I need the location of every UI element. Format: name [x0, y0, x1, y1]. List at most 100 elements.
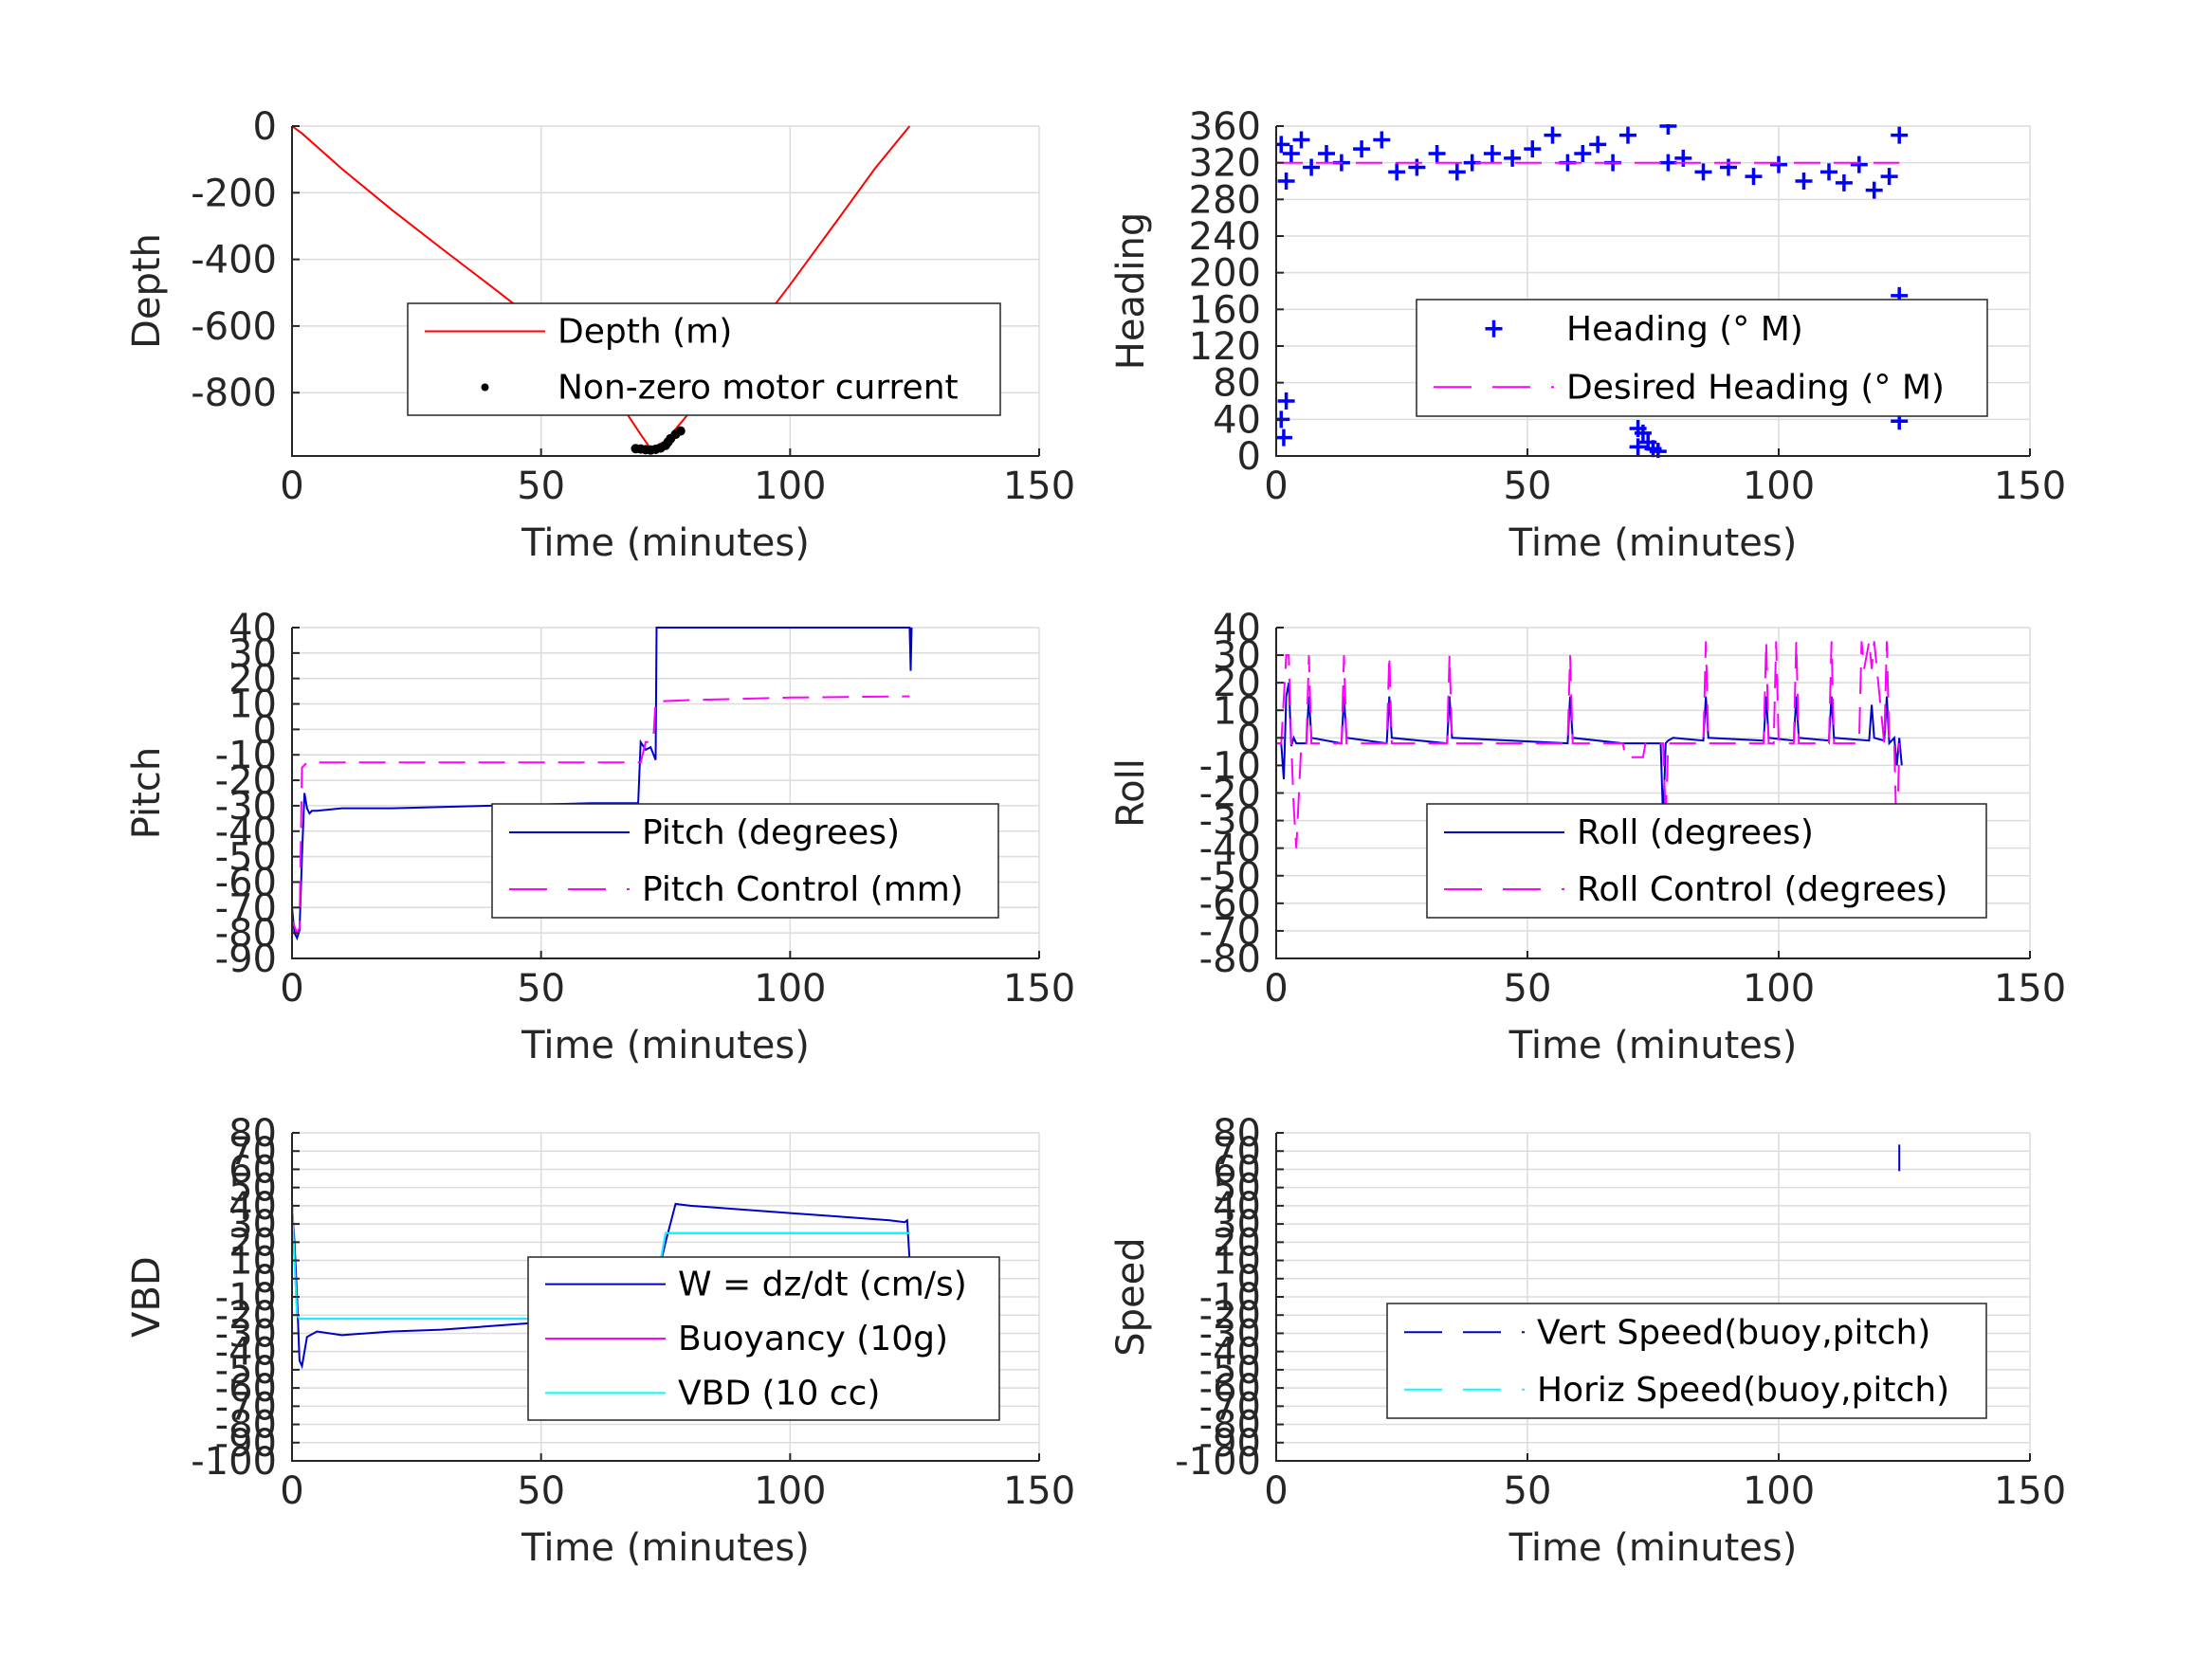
x-tick-label: 100 [754, 465, 826, 508]
y-tick-label: -50 [215, 1349, 277, 1393]
legend-label: VBD (10 cc) [678, 1374, 880, 1413]
subplot-roll: 0 50 100 150403020100-10-20-30-40-50-60-70-… [1109, 607, 2066, 1067]
y-tick-label: -70 [1199, 1385, 1261, 1429]
heading-point [1865, 181, 1883, 199]
y-tick-label: -70 [1199, 910, 1261, 954]
x-tick-label: 0 [280, 465, 303, 508]
heading-point [1408, 158, 1426, 176]
subplot-vbd: 0 50 100 15080706050403020100-10-20-30-40-5… [125, 1112, 1075, 1570]
subplot-depth: 0 50 100 150 0 -200 -400 -600 -800 Time (minutes)… [125, 105, 1075, 565]
heading-point [1649, 443, 1667, 458]
heading-point [1504, 149, 1522, 167]
y-tick-label: 40 [1213, 398, 1261, 442]
legend-label: Roll Control (degrees) [1577, 870, 1947, 909]
heading-point [1795, 173, 1813, 190]
y-tick-label: 20 [1213, 662, 1261, 705]
heading-point [1292, 131, 1310, 149]
y-tick-label: -80 [1199, 938, 1261, 981]
x-axis-label: Time (minutes) [521, 1024, 810, 1067]
legend-label: Depth (m) [558, 313, 732, 352]
y-tick-label: -200 [191, 172, 277, 215]
y-axis-label: VBD [125, 1256, 169, 1338]
legend-box [491, 803, 999, 919]
x-tick-label: 0 [1264, 465, 1288, 508]
y-tick-label: -10 [215, 734, 277, 777]
y-tick-label: -30 [1199, 800, 1261, 844]
y-axis-label: Speed [1109, 1237, 1153, 1356]
y-tick-label: 80 [1213, 362, 1261, 406]
y-tick-label: 30 [1213, 1203, 1261, 1247]
y-tick-label: 0 [253, 105, 277, 149]
y-tick-label: 30 [229, 632, 277, 676]
x-tick-label: 0 [280, 1469, 303, 1513]
heading-point [1674, 149, 1692, 167]
y-tick-label: 160 [1189, 288, 1261, 332]
y-tick-label: -40 [1199, 828, 1261, 871]
legend: Vert Speed(buoy,pitch) Horiz Speed(buoy,p… [1386, 1303, 1987, 1419]
y-tick-label: -40 [1199, 1331, 1261, 1375]
subplot-speed: 0 50 100 15080706050403020100-10-20-30-40-5… [1109, 1112, 2066, 1570]
y-tick-label: 10 [229, 684, 277, 727]
y-tick-label: -10 [1199, 744, 1261, 788]
heading-point [1574, 145, 1592, 162]
y-tick-label: -20 [1199, 1294, 1261, 1338]
y-tick-label: -10 [215, 1276, 277, 1320]
y-tick-label: -30 [1199, 1312, 1261, 1356]
legend-label: Vert Speed(buoy,pitch) [1537, 1313, 1930, 1352]
heading-point [1634, 424, 1652, 442]
x-tick-label: 150 [1994, 465, 2066, 508]
series-line-2 [292, 1201, 910, 1321]
y-tick-label: -90 [1199, 1422, 1261, 1466]
x-axis-label: Time (minutes) [521, 521, 810, 565]
x-tick-label: 50 [1504, 967, 1552, 1011]
heading-point [1589, 136, 1607, 154]
y-tick-label: -100 [1175, 1440, 1261, 1484]
x-axis-label: Time (minutes) [1508, 1526, 1798, 1570]
heading-point [1850, 155, 1868, 173]
y-tick-label: -30 [215, 785, 277, 829]
legend: Pitch (degrees) Pitch Control (mm) [491, 803, 999, 919]
y-tick-label: 30 [229, 1203, 277, 1247]
x-tick-label: 0 [280, 967, 303, 1011]
y-tick-label: 20 [1213, 1221, 1261, 1265]
y-tick-label: -90 [215, 1422, 277, 1466]
heading-point [1448, 163, 1466, 181]
y-tick-label: -80 [1199, 1404, 1261, 1448]
heading-point [1544, 126, 1562, 144]
heading-point [1619, 126, 1636, 144]
y-tick-label: 240 [1189, 215, 1261, 259]
y-tick-label: -70 [215, 886, 277, 930]
y-tick-label: 40 [229, 607, 277, 650]
y-tick-label: -50 [1199, 855, 1261, 899]
y-tick-label: 20 [229, 658, 277, 702]
heading-point [1276, 428, 1292, 447]
y-tick-label: -50 [1199, 1349, 1261, 1393]
heading-point [1659, 154, 1677, 172]
y-tick-label: 360 [1189, 105, 1261, 149]
x-tick-label: 50 [517, 1469, 565, 1513]
x-tick-label: 50 [1504, 465, 1552, 508]
y-tick-label: 40 [229, 1185, 277, 1229]
y-tick-label: -10 [1199, 1276, 1261, 1320]
x-tick-label: 100 [754, 967, 826, 1011]
legend-label: Pitch Control (mm) [642, 870, 963, 909]
y-tick-label: -800 [191, 372, 277, 415]
x-tick-label: 50 [517, 967, 565, 1011]
legend: Heading (° M) Desired Heading (° M) [1416, 299, 1988, 417]
y-tick-label: -80 [215, 1404, 277, 1448]
x-axis-label: Time (minutes) [1508, 521, 1798, 565]
y-tick-label: 70 [1213, 1130, 1261, 1174]
heading-point [1388, 163, 1406, 181]
x-tick-label: 100 [754, 1469, 826, 1513]
y-tick-label: -100 [191, 1440, 277, 1484]
heading-point [1303, 158, 1321, 176]
y-tick-label: 0 [1237, 1258, 1261, 1302]
y-tick-label: -60 [215, 861, 277, 904]
y-tick-label: 280 [1189, 178, 1261, 222]
heading-point [1820, 163, 1837, 181]
heading-point [1524, 140, 1542, 158]
x-axis-label: Time (minutes) [1508, 1024, 1798, 1067]
y-tick-label: -20 [215, 1294, 277, 1338]
y-tick-label: 0 [1237, 717, 1261, 760]
y-tick-label: -400 [191, 239, 277, 283]
